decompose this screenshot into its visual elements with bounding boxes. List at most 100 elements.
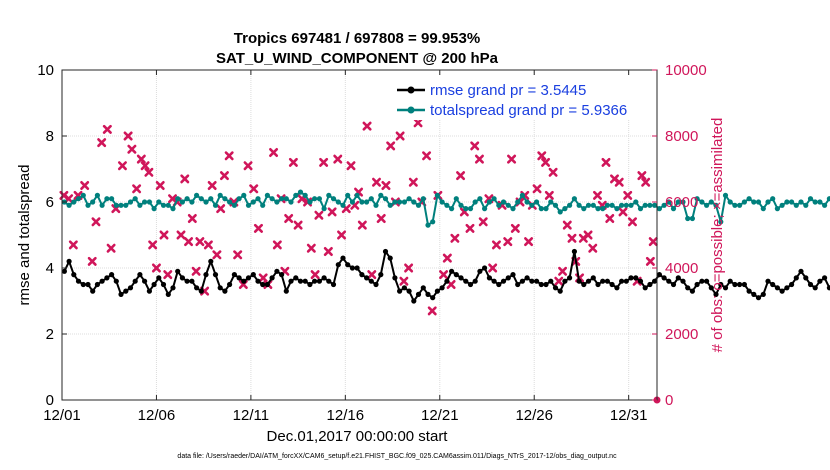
rmse-point [770,281,776,288]
obs-assimilated-point [136,154,146,164]
totalspread-point [194,192,200,198]
obs-assimilated-point [541,157,551,167]
totalspread-point [642,202,648,208]
totalspread-point [571,196,578,202]
totalspread-point [496,202,502,208]
rmse-point [156,275,162,281]
obs-assimilated-point [395,131,405,141]
obs-assimilated-point [346,161,356,171]
totalspread-point [75,196,82,202]
obs-assimilated-point [203,240,213,250]
totalspread-point [264,192,270,198]
rmse-point [212,272,219,278]
totalspread-point [826,196,830,202]
obs-assimilated-point [323,247,333,256]
obs-assimilated-point [413,118,423,128]
obs-assimilated-point [510,223,520,233]
rmse-point [368,278,374,284]
rmse-point [340,255,346,261]
obs-assimilated-point [362,121,372,131]
rmse-point [718,281,724,288]
totalspread-point [302,192,308,198]
y-tick-label: 4 [46,260,54,277]
totalspread-point [486,199,492,205]
rmse-point [713,291,719,297]
totalspread-point [80,192,86,198]
rmse-point [283,288,289,294]
series-obs-assimilated [59,118,658,316]
totalspread-point [609,202,615,208]
rmse-point [822,275,828,281]
rmse-point [349,265,355,271]
rmse-point [670,281,677,288]
totalspread-point [198,196,204,202]
totalspread-point [552,202,559,208]
obs-assimilated-point [187,214,197,223]
rmse-point [585,278,592,284]
rmse-point [330,281,337,288]
obs-assimilated-point [314,210,324,220]
totalspread-point [817,199,823,205]
rmse-point [505,275,511,281]
rmse-point [765,278,771,284]
totalspread-point [713,202,719,208]
rmse-point [255,278,261,284]
rmse-point [170,285,176,291]
rmse-point [94,281,100,288]
obs-assimilated-point [333,154,343,164]
obs-assimilated-point [474,154,484,164]
totalspread-point [387,202,393,208]
totalspread-point [585,202,592,208]
axes-box [61,69,658,401]
totalspread-point [326,192,332,198]
rmse-point [722,285,729,291]
rmse-point [269,275,275,281]
rmse-point [557,288,563,294]
rmse-point [151,281,157,288]
obs-assimilated-point [148,240,158,250]
totalspread-point [250,199,256,205]
rmse-point [297,278,304,284]
totalspread-point [283,196,289,202]
totalspread-point [260,202,266,208]
totalspread-point [109,196,115,202]
totalspread-point [543,206,549,212]
rmse-point [245,275,252,281]
totalspread-point [449,206,455,212]
totalspread-point [160,202,167,208]
totalspread-point [231,202,237,208]
rmse-point [467,281,474,288]
rmse-point [571,248,578,255]
obs-assimilated-point [140,161,150,171]
rmse-point [567,275,573,281]
rmse-point [524,275,530,281]
obs-assimilated-point [163,270,173,280]
obs-assimilated-point [132,184,142,194]
rmse-point [104,275,110,281]
rmse-point [751,291,757,297]
totalspread-point [345,192,351,198]
rmse-point [364,275,370,281]
totalspread-point [548,199,554,205]
y2-tick-label: 10000 [665,62,707,79]
rmse-point [397,288,403,294]
obs-assimilated-point [544,190,554,200]
totalspread-point [755,199,762,205]
totalspread-point [807,196,814,202]
totalspread-point [491,196,497,202]
totalspread-point [557,209,563,215]
totalspread-point [312,196,318,202]
obs-assimilated-point [80,181,90,190]
totalspread-point [793,202,799,208]
legend-box [392,76,654,120]
obs-assimilated-point [648,237,658,247]
y-tick-label: 8 [46,128,54,145]
obs-assimilated-point [456,171,466,181]
obs-assimilated-point [327,207,337,217]
rmse-point [784,285,790,291]
rmse-point [515,281,521,288]
rmse-point [123,288,129,294]
totalspread-point [354,192,360,198]
rmse-point [458,275,464,281]
totalspread-point [99,202,105,208]
